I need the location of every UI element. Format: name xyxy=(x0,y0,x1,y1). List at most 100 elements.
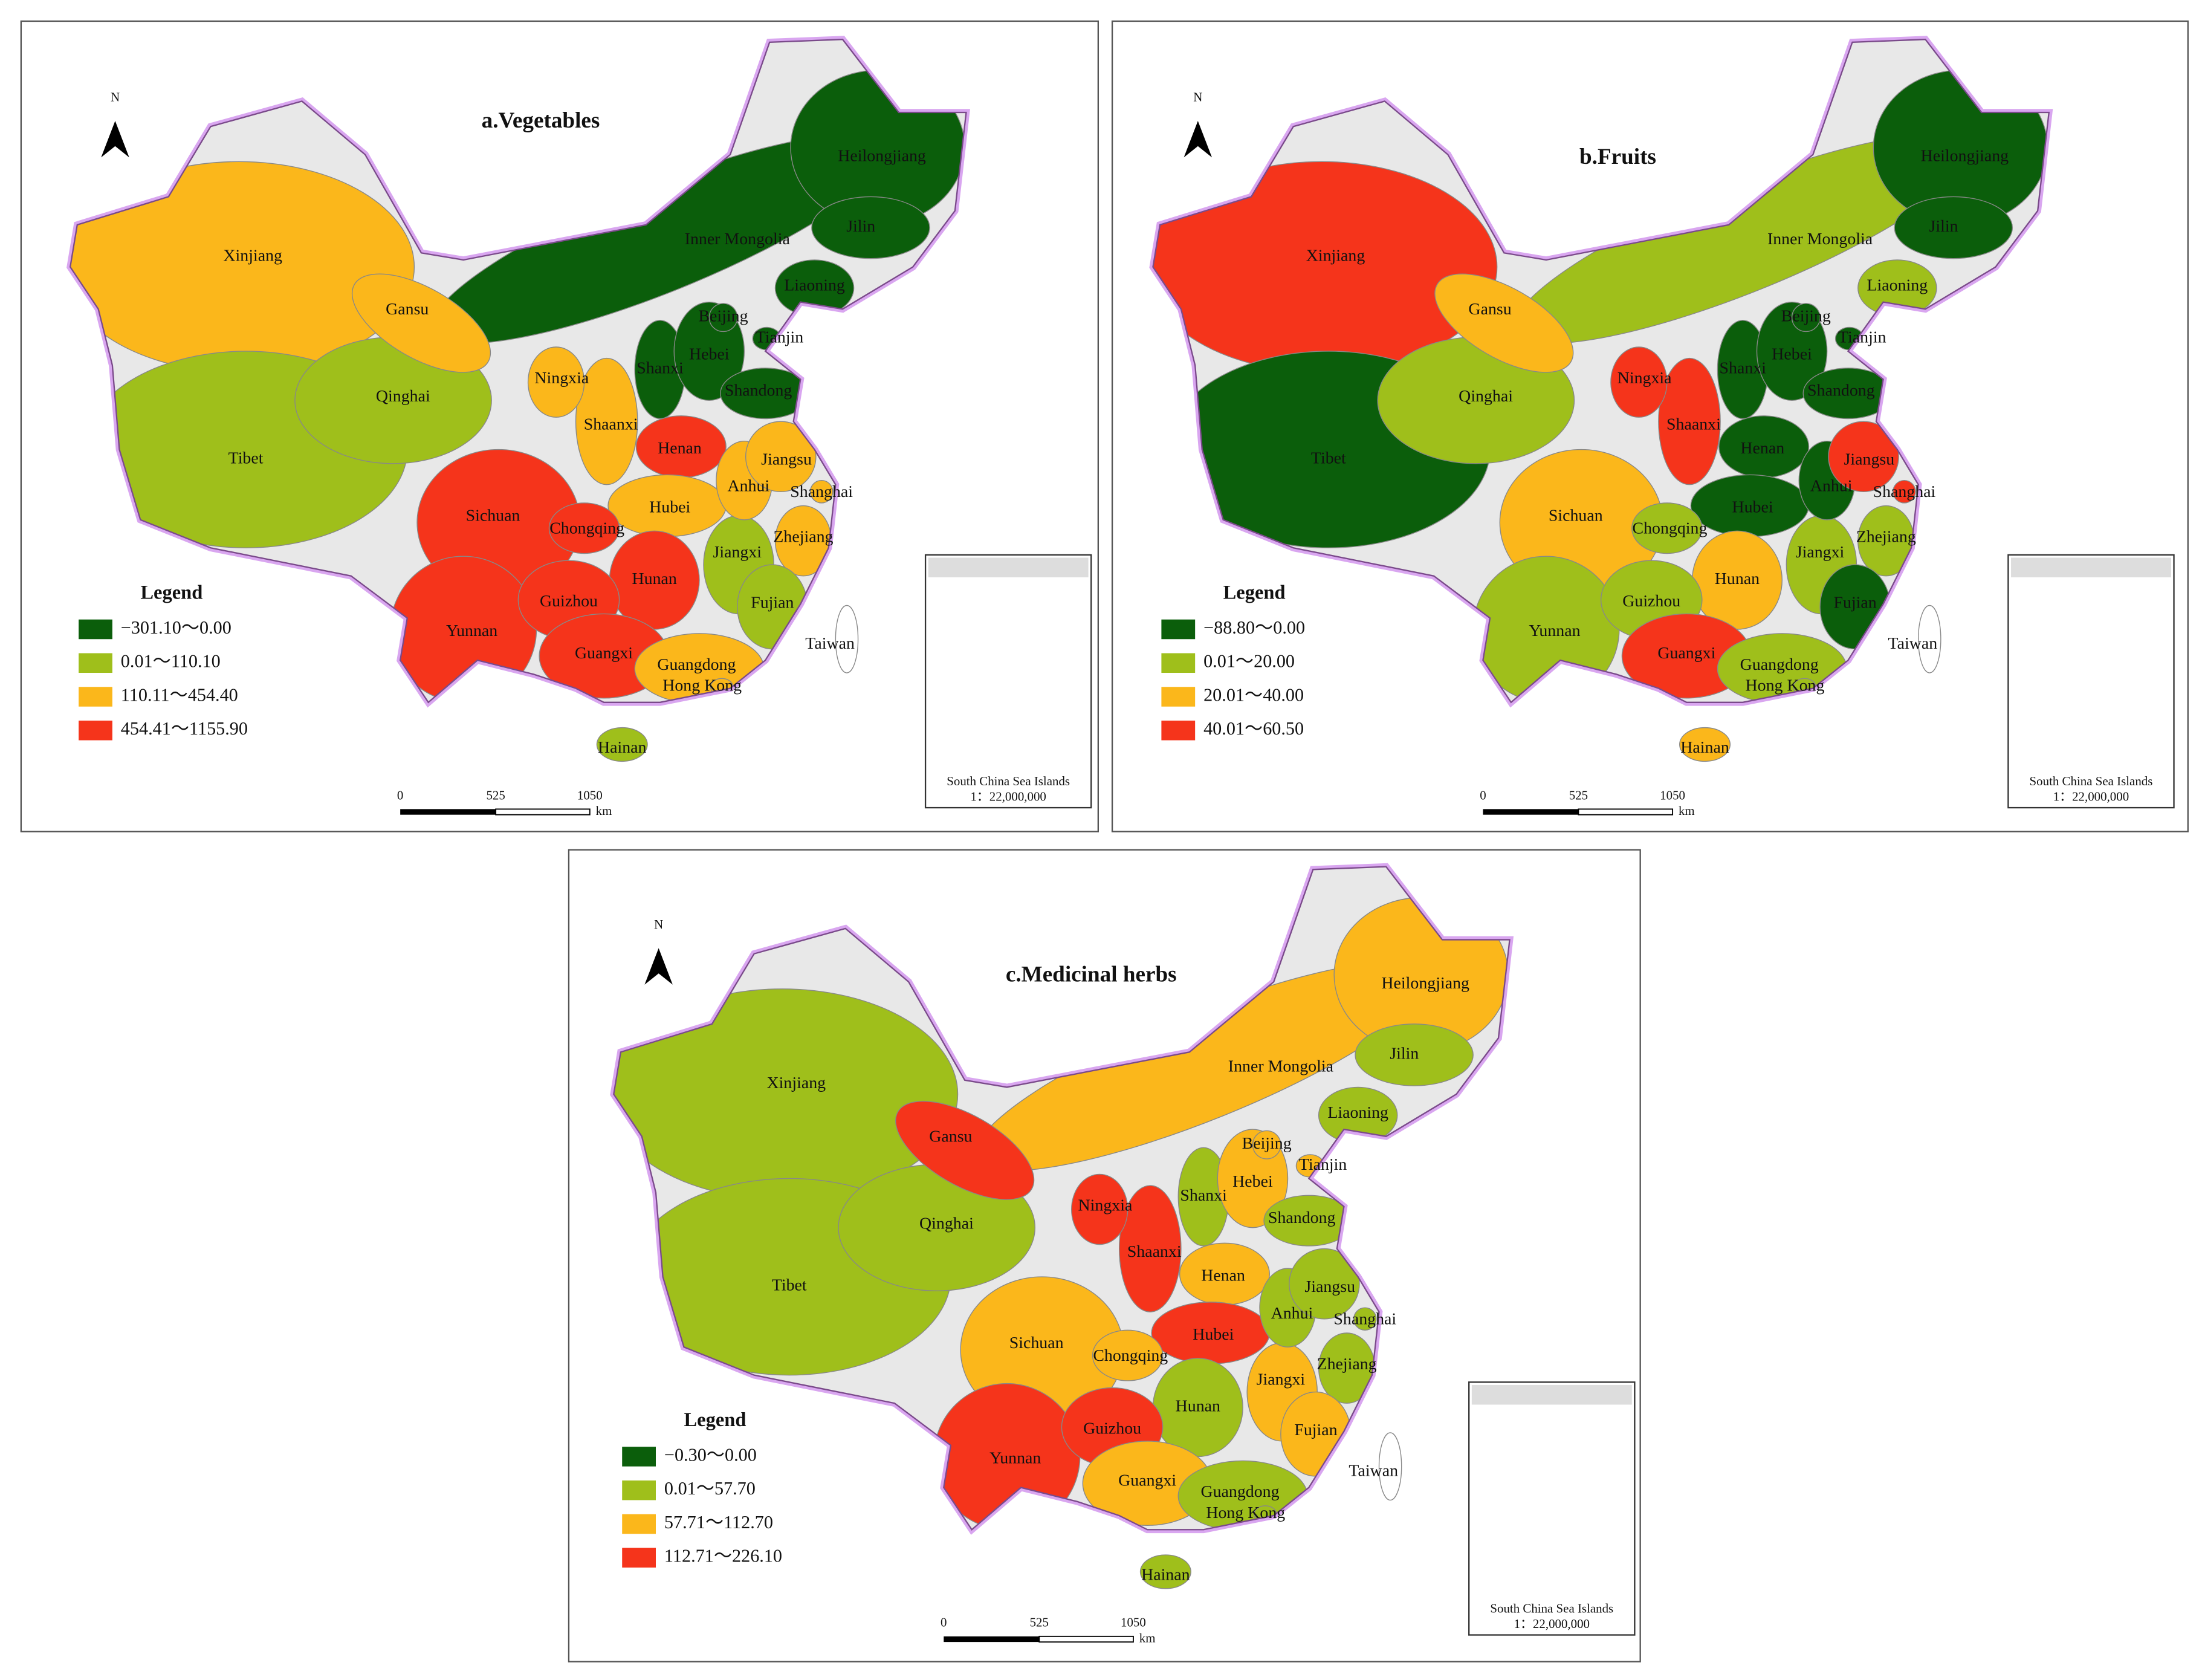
province-label: Liaoning xyxy=(784,276,845,294)
province-label: Gansu xyxy=(1468,300,1511,319)
legend-title: Legend xyxy=(1223,582,1286,603)
scale-bar-white xyxy=(1038,1635,1134,1643)
province-label: Hainan xyxy=(1141,1565,1190,1584)
legend-swatch xyxy=(622,1514,656,1534)
province xyxy=(1658,357,1721,485)
province-label: Hebei xyxy=(1232,1172,1273,1191)
map-panel: Xinjiang Tibet Qinghai Inner Mongolia Gansu S… xyxy=(1149,36,2175,818)
province-label: Henan xyxy=(1201,1266,1245,1285)
legend-label: 20.01～40.00 xyxy=(1203,684,1304,705)
province-label: Gansu xyxy=(386,300,429,319)
province-label: Heilongjiang xyxy=(1921,147,2009,166)
province-label: Sichuan xyxy=(1549,507,1603,525)
province-label: Anhui xyxy=(727,477,769,496)
legend-label: −301.10～0.00 xyxy=(121,617,232,638)
province-label: Shanghai xyxy=(1333,1309,1396,1328)
legend-label: −0.30～0.00 xyxy=(664,1444,757,1465)
country-border xyxy=(1152,39,2050,704)
north-label: N xyxy=(1193,90,1202,105)
province xyxy=(1828,421,1899,493)
province xyxy=(1119,1185,1182,1312)
province-label: Tianjin xyxy=(756,328,804,346)
legend-swatch xyxy=(1161,687,1196,707)
province-label: Tibet xyxy=(1311,449,1346,467)
country-border xyxy=(69,39,967,704)
panel-title: a.Vegetables xyxy=(482,108,600,133)
inset-frame xyxy=(1468,1381,1636,1636)
province xyxy=(1610,346,1668,418)
scale-unit: km xyxy=(1139,1630,1156,1645)
province-label: Jiangsu xyxy=(761,450,812,469)
province-label: Xinjiang xyxy=(1306,247,1365,265)
panel-title: c.Medicinal herbs xyxy=(1006,962,1177,987)
province-label: Liaoning xyxy=(1867,276,1928,294)
province xyxy=(809,480,834,504)
province-label: Guangxi xyxy=(1118,1471,1176,1490)
scale-label: 1050 xyxy=(1660,788,1685,802)
province-label: Jiangxi xyxy=(713,543,762,562)
legend-title: Legend xyxy=(684,1409,746,1431)
map-panel: Xinjiang Tibet Qinghai Inner Mongolia Gansu S… xyxy=(66,36,1092,818)
province-label: Taiwan xyxy=(1349,1461,1398,1480)
province-label: Hebei xyxy=(1772,345,1812,363)
province-label: Hong Kong xyxy=(662,676,742,695)
province-label: Jilin xyxy=(846,217,875,236)
province-label: Zhejiang xyxy=(1856,527,1916,546)
inset-title: South China Sea Islands xyxy=(947,774,1070,788)
inset-land xyxy=(928,557,1089,578)
province-label: Anhui xyxy=(1271,1304,1313,1323)
province-label: Tibet xyxy=(228,449,264,467)
province xyxy=(1139,1554,1191,1589)
north-label: N xyxy=(654,917,663,932)
province-label: Shanxi xyxy=(1180,1186,1227,1205)
inset-scale: 1：22,000,000 xyxy=(2053,790,2129,804)
scale-unit: km xyxy=(596,803,612,818)
province-label: Gansu xyxy=(929,1127,972,1146)
province-label: Jiangxi xyxy=(1257,1370,1306,1389)
province-label: Jilin xyxy=(1390,1044,1419,1063)
province-label: Xinjiang xyxy=(223,247,282,265)
province-label: Qinghai xyxy=(919,1214,974,1233)
scale-bar-black xyxy=(1483,809,1579,815)
province xyxy=(575,357,638,485)
province-label: Hong Kong xyxy=(1206,1503,1285,1522)
province-label: Hunan xyxy=(1176,1397,1220,1416)
province-label: Shaanxi xyxy=(584,415,638,434)
province-label: Chongqing xyxy=(549,519,624,537)
province-label: Heilongjiang xyxy=(1381,974,1469,993)
province-label: Guizhou xyxy=(1622,592,1680,611)
province-label: Jiangxi xyxy=(1796,543,1845,562)
scale-label: 0 xyxy=(1480,788,1486,802)
scale-label: 0 xyxy=(941,1615,947,1630)
inset-frame xyxy=(2007,554,2175,809)
province xyxy=(351,273,491,373)
province xyxy=(1679,727,1731,762)
province-label: Qinghai xyxy=(1459,387,1513,406)
province-label: Liaoning xyxy=(1327,1103,1388,1122)
map-panel: Xinjiang Tibet Qinghai Inner Mongolia Gansu S… xyxy=(610,863,1636,1645)
province-label: Tianjin xyxy=(1299,1155,1347,1174)
province-label: Hebei xyxy=(689,345,730,363)
province-label: Jiangsu xyxy=(1304,1277,1355,1296)
province-label: Ningxia xyxy=(1078,1196,1133,1215)
legend-label: 0.01～57.70 xyxy=(664,1478,756,1499)
scale-label: 525 xyxy=(1569,788,1588,802)
province-label: Hubei xyxy=(649,498,690,517)
province xyxy=(1434,273,1574,373)
province xyxy=(1092,1329,1164,1381)
province-label: Hubei xyxy=(1193,1325,1234,1344)
province xyxy=(895,1100,1035,1200)
province-label: Jilin xyxy=(1929,217,1958,236)
province-label: Guangdong xyxy=(657,655,736,674)
legend-swatch xyxy=(79,653,112,673)
north-arrow xyxy=(101,120,129,158)
scale-bar-white xyxy=(1578,808,1674,816)
province-label: Zhejiang xyxy=(773,527,833,546)
province-layer xyxy=(70,70,965,702)
scale-label: 0 xyxy=(397,788,403,802)
legend-label: 112.71～226.10 xyxy=(664,1546,782,1566)
north-arrow xyxy=(1184,120,1213,158)
province-label: Taiwan xyxy=(805,634,855,653)
province-label: Ningxia xyxy=(534,369,589,388)
province-label: Sichuan xyxy=(1009,1334,1064,1352)
